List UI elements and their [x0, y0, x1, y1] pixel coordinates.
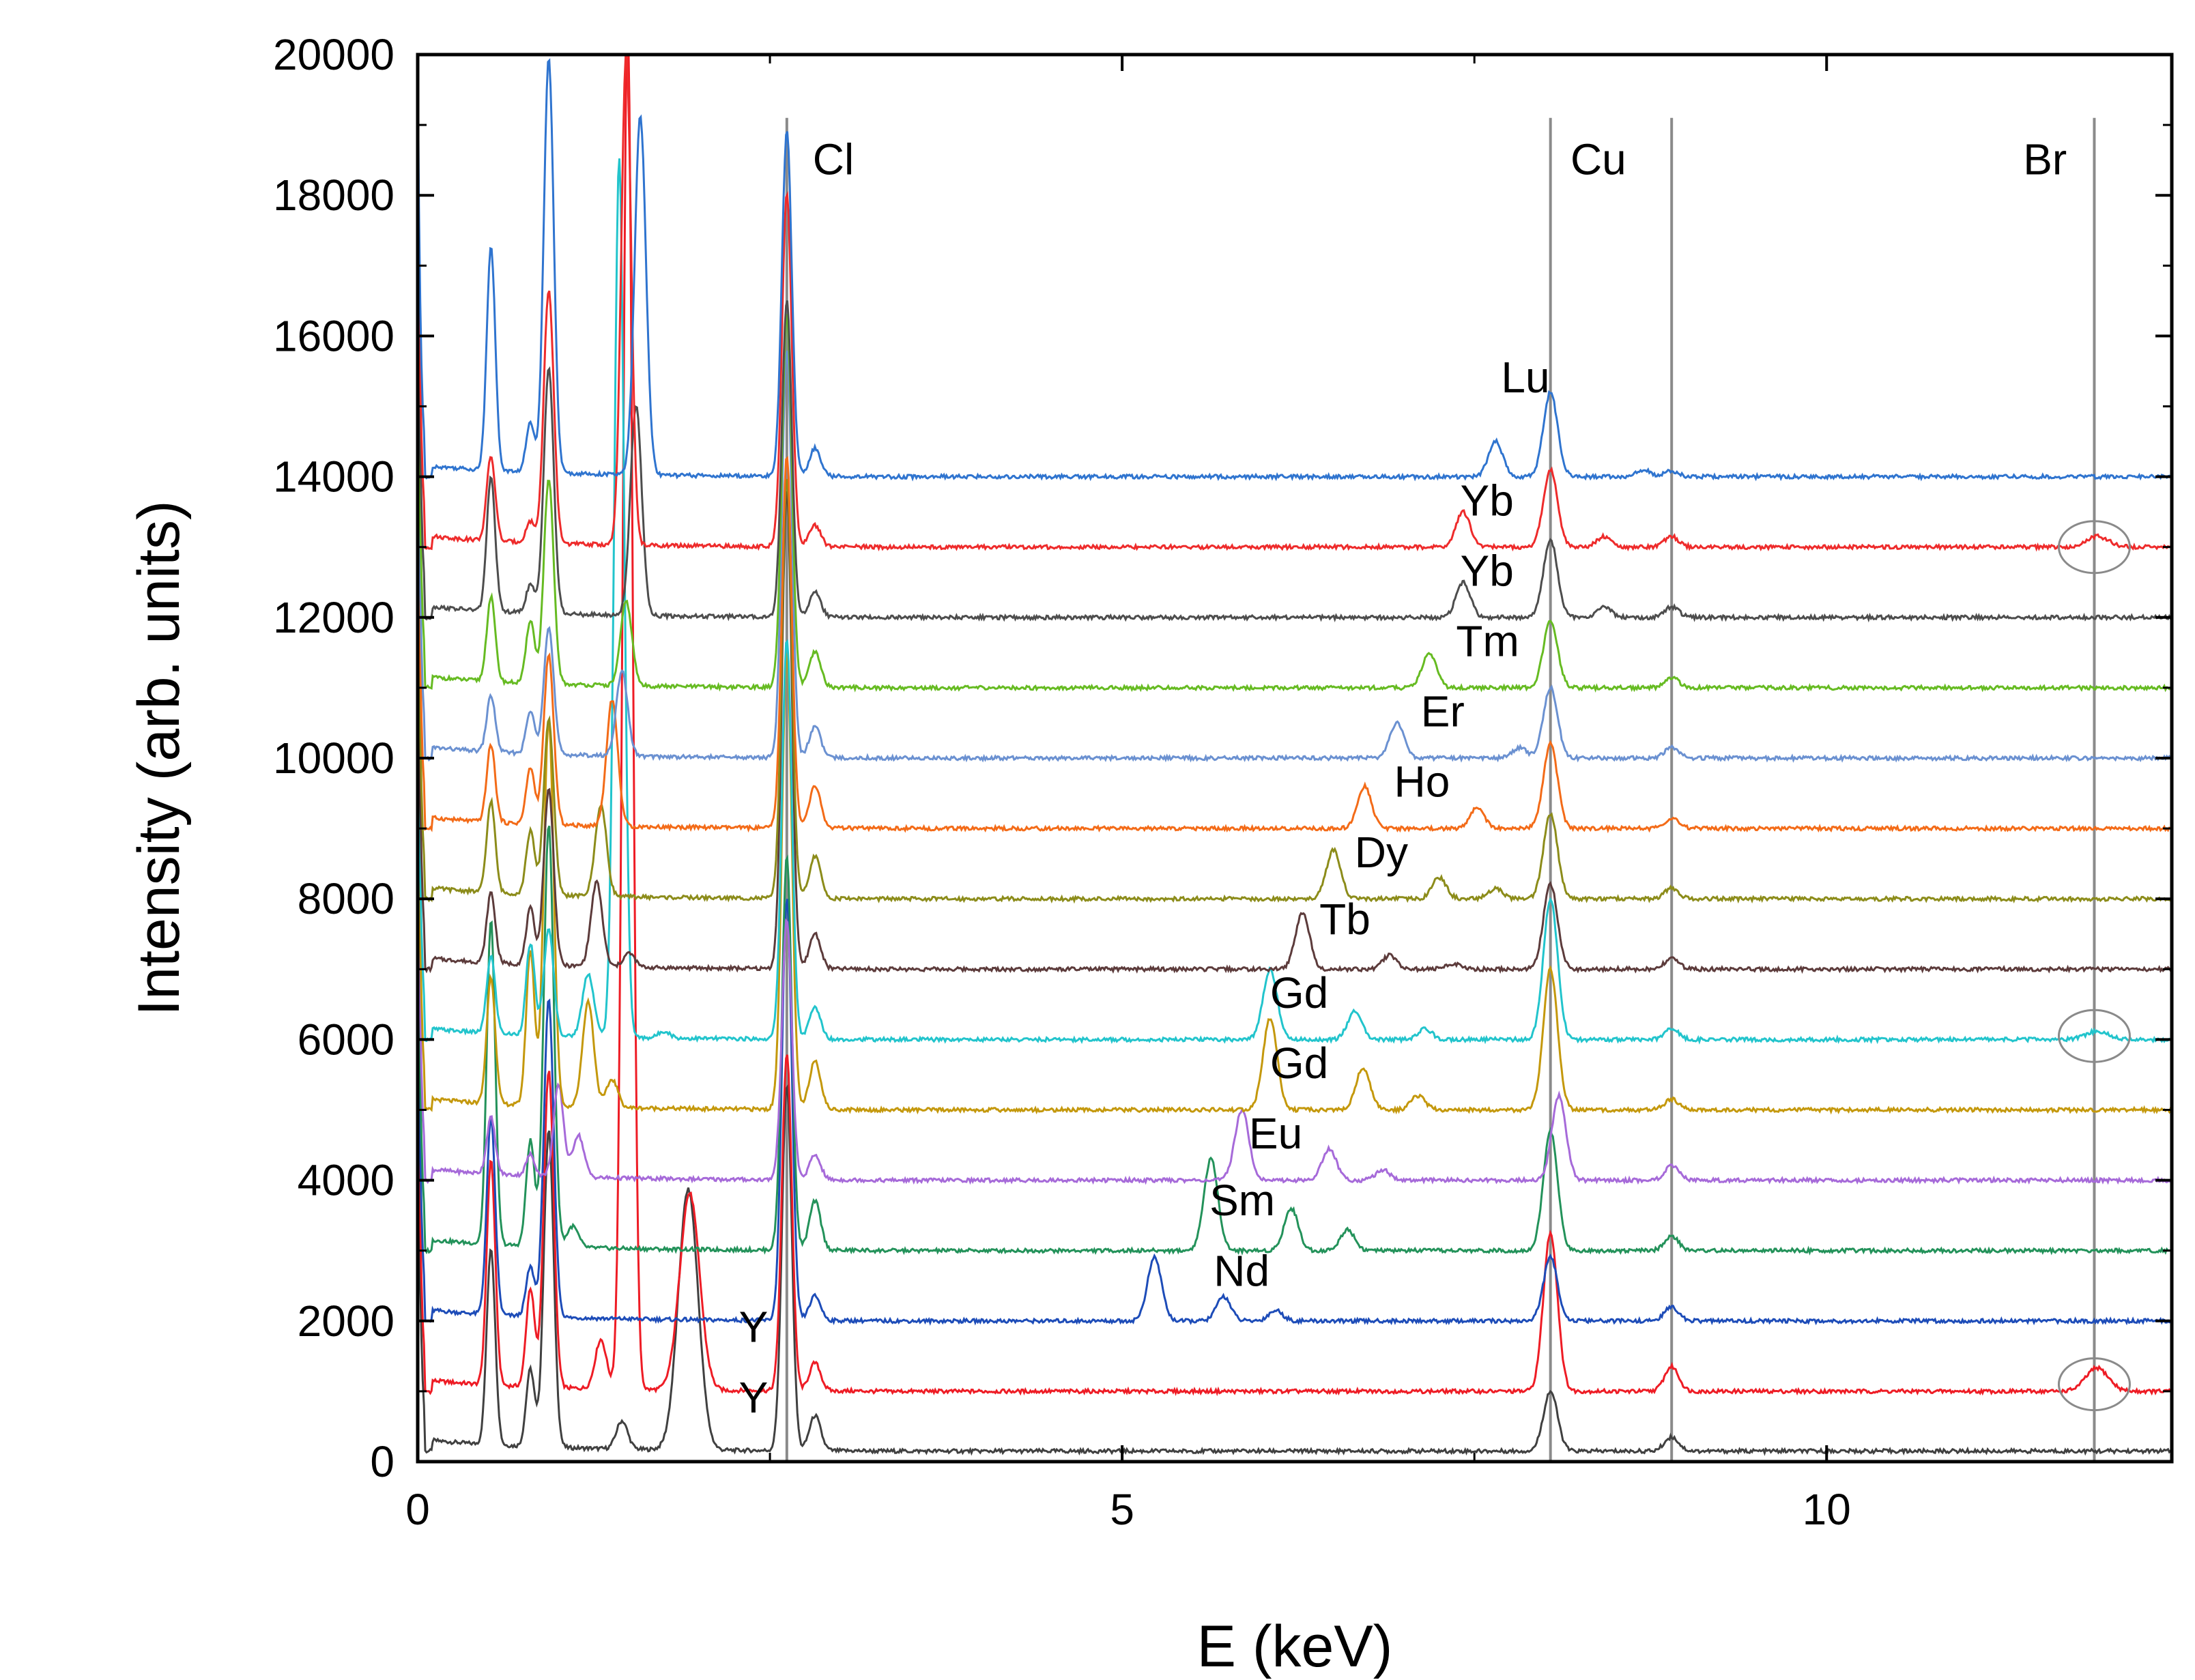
x-axis-title: E (keV) — [1197, 1614, 1393, 1679]
y-tick-label: 10000 — [273, 734, 394, 783]
spectrum-series-gd — [418, 158, 2172, 1045]
spectrum-series-yb — [418, 195, 2172, 623]
peak-label-yb: Yb — [1461, 476, 1514, 525]
br-highlight-circle — [2057, 1357, 2131, 1412]
peak-label-dy: Dy — [1355, 828, 1408, 877]
peak-label-tm: Tm — [1456, 617, 1519, 666]
peak-label-gd: Gd — [1270, 968, 1328, 1017]
axis-layer: 0 2000 4000 6000 8000 10000 12000 14000 16000 180… — [273, 30, 2174, 1534]
y-tick-label: 2000 — [298, 1297, 394, 1346]
peak-label-sm: Sm — [1209, 1176, 1275, 1225]
x-tick-label: 10 — [1803, 1485, 1851, 1534]
y-tick-label: 4000 — [298, 1156, 394, 1205]
peak-label-eu: Eu — [1249, 1109, 1302, 1158]
spectrum-series-eu — [418, 759, 2172, 1185]
peak-label-ho: Ho — [1394, 757, 1450, 807]
peak-label-gd: Gd — [1270, 1039, 1328, 1088]
spectrum-series-gd — [418, 650, 2172, 1115]
br-highlight-circle — [2057, 520, 2131, 575]
annotation-layer: YY Nd Sm Eu Gd Gd Tb Dy Ho Er Tm Yb Yb Lu Cl Cu Br — [739, 134, 2131, 1422]
x-tick-label: 5 — [1110, 1485, 1134, 1534]
reference-label-br: Br — [2023, 134, 2067, 184]
spectrum-series-tb — [418, 491, 2172, 974]
reference-label-cl: Cl — [813, 134, 854, 184]
spectrum-series-sm — [418, 825, 2172, 1256]
br-highlight-circle — [2057, 1009, 2131, 1063]
y-tick-label: 0 — [370, 1437, 394, 1486]
spectrum-series-y — [418, 55, 2172, 1397]
peak-label-yb: Yb — [1461, 546, 1514, 595]
peak-label-tb: Tb — [1319, 895, 1371, 944]
spectrum-series-y — [418, 1030, 2172, 1456]
y-tick-label: 12000 — [273, 593, 394, 642]
spectrum-series-tm — [418, 264, 2172, 693]
y-tick-label: 16000 — [273, 311, 394, 360]
peak-label-lu: Lu — [1501, 353, 1549, 402]
reference-label-cu: Cu — [1570, 134, 1626, 184]
spectrum-series-yb — [418, 55, 2172, 552]
y-tick-label: 18000 — [273, 171, 394, 220]
reference-line-layer — [785, 117, 2096, 1462]
spectrum-series-nd — [418, 899, 2172, 1326]
y-tick-label: 6000 — [298, 1015, 394, 1064]
y-tick-label: 20000 — [273, 30, 394, 79]
spectrum-series-er — [418, 335, 2172, 763]
y-tick-label: 8000 — [298, 874, 394, 923]
peak-label-y: Y — [739, 1373, 769, 1422]
spectrum-series-lu — [418, 55, 2172, 482]
spectrum-series-dy — [418, 477, 2172, 904]
spectrum-series-ho — [418, 405, 2172, 834]
peak-label-nd: Nd — [1214, 1246, 1269, 1295]
x-tick-label: 0 — [405, 1485, 430, 1534]
y-tick-label: 14000 — [273, 452, 394, 502]
peak-label-er: Er — [1421, 687, 1465, 736]
y-axis-title: Intensity (arb. units) — [126, 500, 192, 1015]
series-layer — [418, 55, 2172, 1456]
peak-label-y: Y — [739, 1303, 769, 1352]
